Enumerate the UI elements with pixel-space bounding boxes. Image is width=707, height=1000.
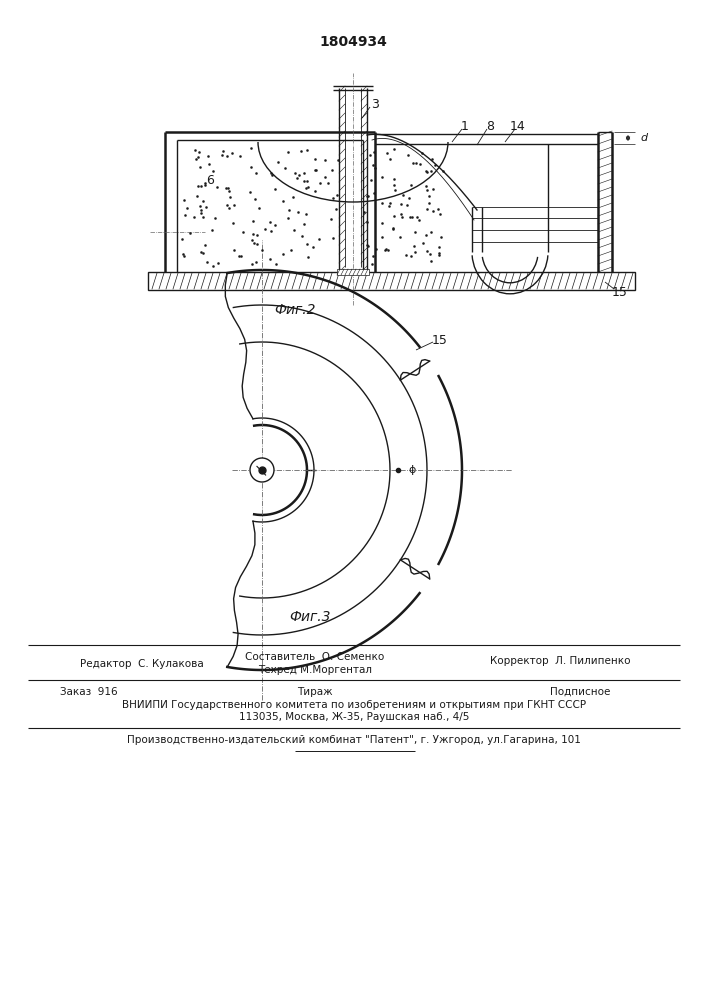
- Text: Редактор  С. Кулакова: Редактор С. Кулакова: [80, 659, 204, 669]
- Text: Составитель  О. Семенко: Составитель О. Семенко: [245, 652, 385, 662]
- Text: Корректор  Л. Пилипенко: Корректор Л. Пилипенко: [490, 656, 630, 666]
- Text: ϕ: ϕ: [408, 465, 416, 475]
- Text: 14: 14: [510, 119, 526, 132]
- Text: Фиг.2: Фиг.2: [274, 303, 316, 317]
- Text: 113035, Москва, Ж-35, Раушская наб., 4/5: 113035, Москва, Ж-35, Раушская наб., 4/5: [239, 712, 469, 722]
- Text: 3: 3: [371, 98, 379, 110]
- Bar: [337, 269, 369, 275]
- Text: Фиг.3: Фиг.3: [289, 610, 331, 624]
- Text: d: d: [640, 133, 647, 143]
- Text: 1804934: 1804934: [319, 35, 387, 49]
- Text: 8: 8: [486, 119, 494, 132]
- Text: 1: 1: [461, 119, 469, 132]
- Text: 15: 15: [432, 334, 448, 347]
- Circle shape: [250, 458, 274, 482]
- Text: Тираж: Тираж: [297, 687, 333, 697]
- Text: ВНИИПИ Государственного комитета по изобретениям и открытиям при ГКНТ СССР: ВНИИПИ Государственного комитета по изоб…: [122, 700, 586, 710]
- Text: Техред М.Моргентал: Техред М.Моргентал: [258, 665, 372, 675]
- Text: 6: 6: [206, 174, 214, 186]
- Text: Подписное: Подписное: [550, 687, 610, 697]
- Text: Производственно-издательский комбинат "Патент", г. Ужгород, ул.Гагарина, 101: Производственно-издательский комбинат "П…: [127, 735, 581, 745]
- Bar: [148, 272, 635, 290]
- Text: 15: 15: [612, 286, 628, 298]
- Text: Заказ  916: Заказ 916: [60, 687, 117, 697]
